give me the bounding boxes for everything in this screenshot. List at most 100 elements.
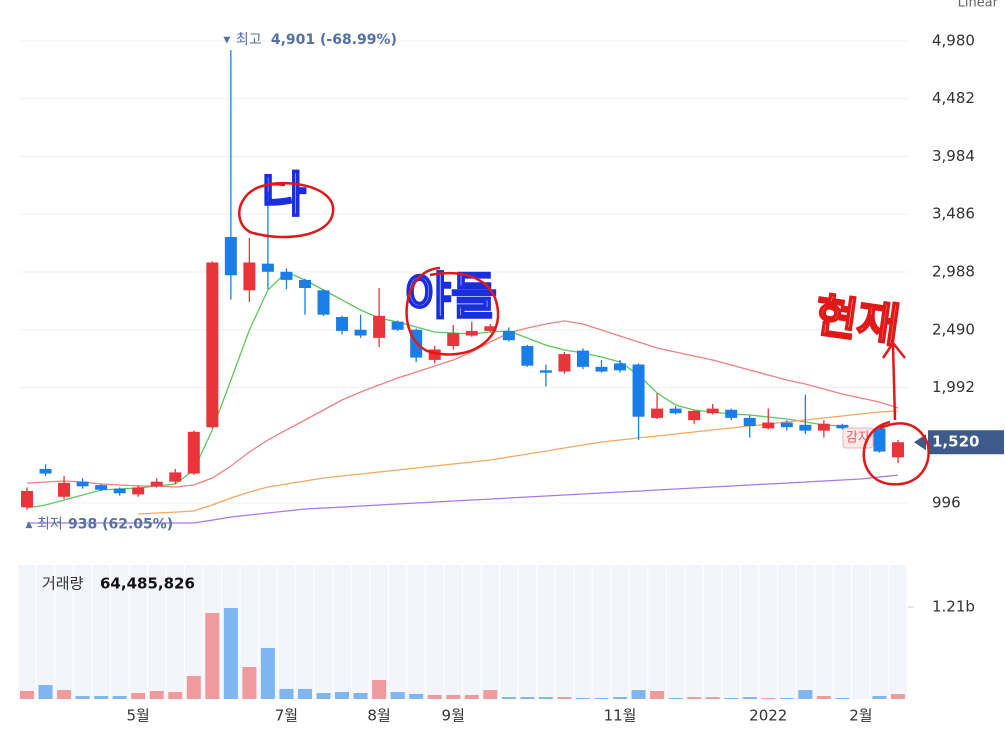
low-label: 최저: [37, 517, 63, 533]
volume-bar: [464, 694, 479, 699]
candle-body: [58, 482, 71, 497]
high-label: 최고: [236, 32, 262, 48]
volume-bar: [75, 696, 90, 699]
event-label: 감자: [846, 431, 870, 446]
volume-column: [555, 565, 574, 699]
candle-body: [614, 363, 627, 371]
candle-body: [817, 423, 830, 431]
volume-column: [240, 565, 259, 699]
hand-circles: [238, 181, 930, 486]
volume-column: [722, 565, 740, 699]
candle-body: [261, 263, 274, 272]
volume-bar: [705, 697, 720, 699]
volume-bar: [131, 692, 146, 699]
x-tick-label: 9월: [442, 707, 465, 725]
volume-bar: [372, 679, 387, 699]
volume-bar: [798, 690, 813, 699]
volume-column: [685, 565, 703, 699]
candle-body: [373, 315, 386, 338]
volume-column: [425, 565, 444, 699]
volume-bar: [761, 698, 776, 699]
handwriting: 현재: [812, 288, 903, 353]
volume-bar: [538, 697, 553, 699]
y-tick-label: 4,980: [932, 31, 975, 49]
volume-column: [796, 565, 815, 699]
volume-tick-label: 1.21b: [932, 597, 975, 615]
volume-bar: [409, 693, 424, 699]
volume-title: 거래량: [42, 575, 84, 593]
volume-column: [444, 565, 462, 699]
high-text: 4,901 (-68.99%): [271, 32, 397, 48]
volume-bar: [501, 697, 516, 699]
circle-2: [405, 266, 500, 356]
volume-column: [463, 565, 481, 699]
volume-bar: [779, 698, 794, 699]
y-tick-label: 3,984: [932, 147, 975, 165]
candle-body: [892, 442, 904, 458]
volume-bar: [390, 692, 405, 699]
candle-body: [780, 422, 793, 428]
volume-bar: [742, 697, 757, 699]
moving-average: [27, 474, 899, 524]
volume-bar: [557, 697, 572, 699]
volume-panel: [18, 565, 914, 699]
candle-body: [762, 422, 775, 429]
current-price-box: [928, 430, 1004, 455]
candle-body: [113, 488, 126, 494]
volume-bar: [668, 698, 683, 699]
labels: 996 1,992 2,490 2,988 3,486 3,984 4,482 4,980 1.…: [26, 31, 1004, 725]
volume-column: [500, 565, 518, 699]
x-tick-label: 7월: [275, 707, 298, 725]
volume-column: [185, 565, 203, 699]
candle-body: [539, 370, 552, 373]
volume-bar: [260, 647, 275, 699]
volume-column: [778, 565, 796, 699]
volume-column: [296, 565, 314, 699]
grid: [20, 40, 908, 504]
volume-bar: [520, 697, 535, 699]
candle-body: [706, 408, 719, 414]
volume-bar: [186, 676, 201, 699]
volume-column: [574, 565, 592, 699]
volume-bar: [297, 688, 312, 699]
candle-body: [243, 262, 256, 291]
volume-bar: [872, 696, 887, 699]
volume-column: [759, 565, 778, 699]
arrow: [881, 340, 906, 421]
volume-column: [36, 565, 55, 699]
candle-body: [206, 262, 219, 428]
volume-bar: [835, 698, 850, 699]
volume-column: [611, 565, 629, 699]
volume-column: [666, 565, 685, 699]
volume-bar: [631, 690, 646, 699]
volume-column: [833, 565, 852, 699]
volume-column: [55, 565, 73, 699]
candle-body: [632, 364, 645, 417]
volume-column: [314, 565, 333, 699]
volume-column: [703, 565, 722, 699]
high-marker: ▼: [223, 36, 230, 46]
volume-bar: [112, 696, 127, 699]
volume-column: [92, 565, 110, 699]
volume-column: [18, 565, 36, 699]
volume-column: [370, 565, 388, 699]
volume-column: [629, 565, 648, 699]
volume-column: [73, 565, 92, 699]
y-tick-label: 4,482: [932, 89, 975, 107]
moving-average: [26, 320, 899, 488]
candles: [21, 50, 904, 510]
candle-body: [651, 408, 664, 418]
candle-body: [484, 326, 497, 331]
volume-column: [110, 565, 129, 699]
volume-bar: [223, 607, 238, 699]
candle-body: [873, 428, 886, 452]
candle-body: [688, 410, 701, 421]
volume-column: [166, 565, 185, 699]
y-tick-label: 1,992: [932, 378, 975, 396]
volume-bar: [483, 690, 498, 699]
volume-column: [537, 565, 555, 699]
volume-column: [648, 565, 666, 699]
volume-column: [277, 565, 296, 699]
candle-body: [317, 290, 330, 315]
y-tick-label: 2,490: [932, 320, 975, 338]
